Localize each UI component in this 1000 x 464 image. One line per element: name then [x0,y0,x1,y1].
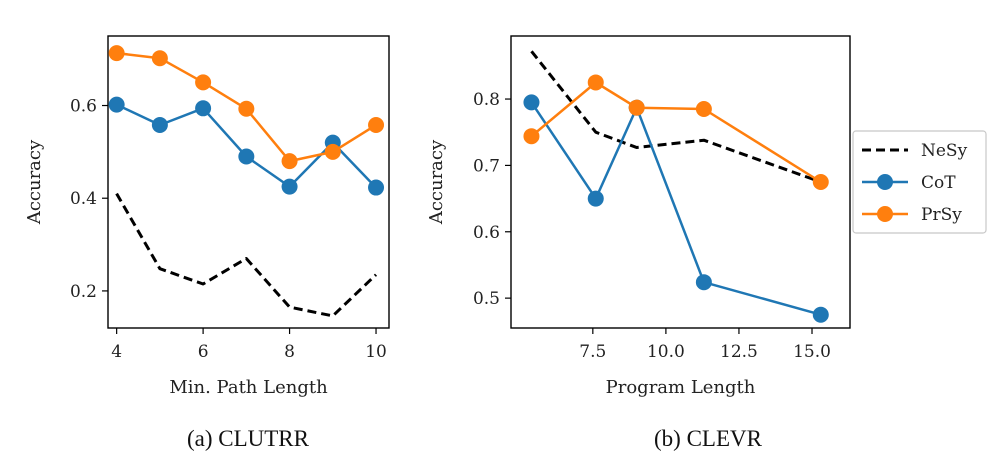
data-point-cot-clevr [695,274,712,291]
y-axis-label-clevr: Accuracy [426,139,447,225]
y-tick-label-clutrr: 0.2 [70,282,97,302]
plot-frame-clevr [510,35,851,329]
legend-cot-label: CoT [921,173,956,193]
x-tick-label-clevr: 7.5 [579,342,606,362]
data-point-cot-clutrr [151,116,168,133]
data-point-cot-clevr [587,190,604,207]
y-tick-label-clevr: 0.5 [473,289,500,309]
data-point-cot-clevr [523,94,540,111]
data-point-prsy-clevr [523,128,540,145]
series-line-cot-clevr [530,101,822,316]
data-point-prsy-clutrr [368,116,385,133]
data-point-prsy-clutrr [151,50,168,67]
y-axis-label-clutrr: Accuracy [24,139,45,225]
data-point-prsy-clutrr [324,143,341,160]
data-point-cot-clutrr [195,100,212,117]
data-point-cot-clutrr [368,179,385,196]
caption-clevr: (b) CLEVR [654,426,763,451]
x-tick-label-clevr: 10.0 [647,342,685,362]
y-tick-label-clevr: 0.8 [473,90,500,110]
data-point-cot-clutrr [281,178,298,195]
x-axis-label-clevr: Program Length [606,377,756,398]
data-point-prsy-clutrr [238,100,255,117]
legend: NeSy CoT PrSy [852,130,987,234]
y-tick-label-clutrr: 0.4 [70,189,97,209]
data-point-cot-clevr [812,306,829,323]
x-tick-label-clutrr: 8 [284,342,295,362]
x-tick-label-clutrr: 10 [365,342,387,362]
legend-prsy-marker [877,206,893,222]
plot-frame-clutrr [107,35,390,329]
y-tick-label-clutrr: 0.6 [70,97,97,117]
panel-clutrr: 4 6 8 10 0.2 0.4 0.6 Min. Path Length Accuracy [24,35,390,398]
data-point-cot-clutrr [108,96,125,113]
series-line-nesy-clevr [530,50,822,184]
data-point-cot-clutrr [238,148,255,165]
x-tick-label-clutrr: 4 [111,342,122,362]
caption-clutrr: (a) CLUTRR [187,426,310,451]
series-line-nesy-clutrr [115,192,378,318]
legend-prsy-label: PrSy [921,205,962,225]
y-tick-label-clevr: 0.6 [473,223,500,243]
data-point-prsy-clevr [812,174,829,190]
data-point-prsy-clevr [587,74,604,91]
x-tick-label-clevr: 15.0 [793,342,831,362]
data-point-prsy-clutrr [281,153,298,170]
x-tick-label-clutrr: 6 [198,342,209,362]
x-tick-label-clevr: 12.5 [720,342,758,362]
y-tick-label-clevr: 0.7 [473,156,500,176]
panel-clevr: 7.5 10.0 12.5 15.0 0.5 0.6 0.7 0.8 Program Lengt… [426,35,851,398]
data-point-prsy-clutrr [195,74,212,91]
legend-cot-marker [877,174,893,190]
data-point-prsy-clevr [695,101,712,117]
data-point-prsy-clutrr [108,45,125,62]
x-axis-label-clutrr: Min. Path Length [169,377,328,398]
legend-nesy-label: NeSy [921,141,968,161]
data-point-prsy-clevr [628,99,645,116]
